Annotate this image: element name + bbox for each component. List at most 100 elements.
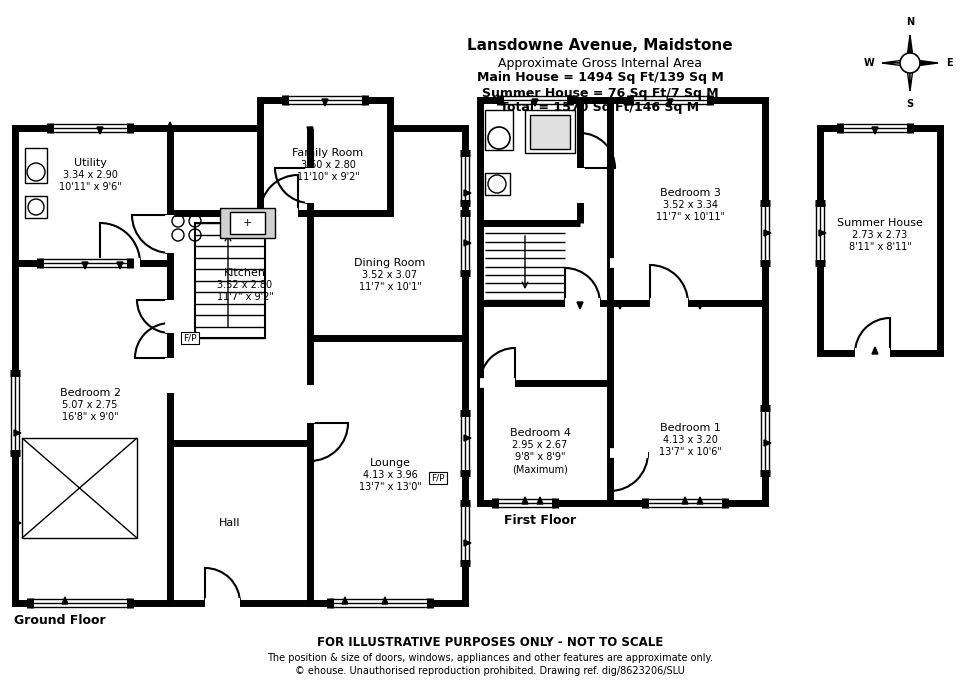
Bar [25,196,47,218]
Text: 11'7" x 10'1": 11'7" x 10'1" [359,282,421,292]
Text: W: W [863,58,874,68]
Text: 5.07 x 2.75: 5.07 x 2.75 [63,400,118,410]
Text: The position & size of doors, windows, appliances and other features are approxi: The position & size of doors, windows, a… [268,653,712,663]
Text: 11'7" x 10'11": 11'7" x 10'11" [656,212,724,222]
Text: Lounge: Lounge [369,458,411,468]
Polygon shape [882,60,910,63]
Text: 16'8" x 9'0": 16'8" x 9'0" [62,412,119,422]
Polygon shape [62,597,68,604]
Polygon shape [910,35,912,63]
Bar [15,263,170,603]
Text: +: + [242,218,252,228]
Polygon shape [910,63,912,91]
Polygon shape [464,540,471,546]
Bar [525,110,575,153]
Text: Bedroom 2: Bedroom 2 [60,388,121,398]
Text: Bedroom 4: Bedroom 4 [510,428,570,438]
Polygon shape [667,99,673,106]
Text: 10'11" x 9'6": 10'11" x 9'6" [59,182,122,192]
Polygon shape [464,190,471,196]
Text: 3.52 x 2.80: 3.52 x 2.80 [218,280,272,290]
Text: First Floor: First Floor [504,514,576,527]
Bar [820,128,940,353]
Text: 3.34 x 2.90: 3.34 x 2.90 [63,170,118,180]
Bar [22,438,137,538]
Polygon shape [82,262,88,269]
Polygon shape [910,63,938,66]
Polygon shape [464,240,471,246]
Text: 13'7" x 10'6": 13'7" x 10'6" [659,447,721,457]
Polygon shape [14,520,21,526]
Text: 3.60 x 2.80: 3.60 x 2.80 [301,160,356,170]
Bar [15,128,170,263]
Text: 9'8" x 8'9": 9'8" x 8'9" [514,452,565,462]
Polygon shape [872,347,878,354]
Text: 2.95 x 2.67: 2.95 x 2.67 [513,440,567,450]
Polygon shape [537,497,543,504]
Bar [170,338,310,603]
Text: Family Room: Family Room [292,148,364,158]
Text: S: S [906,99,913,109]
Bar [485,110,513,150]
Bar [220,208,275,238]
Polygon shape [617,302,623,309]
Text: Utility: Utility [74,158,107,168]
Text: 3.52 x 3.07: 3.52 x 3.07 [363,270,417,280]
Polygon shape [819,230,826,236]
Text: 11'10" x 9'2": 11'10" x 9'2" [297,172,360,182]
Text: N: N [906,17,914,27]
Polygon shape [522,497,528,504]
Text: © ehouse. Unauthorised reproduction prohibited. Drawing ref. dig/8623206/SLU: © ehouse. Unauthorised reproduction proh… [295,666,685,676]
Polygon shape [907,63,910,91]
Polygon shape [382,597,388,604]
Text: Kitchen: Kitchen [224,268,266,278]
Text: 4.13 x 3.20: 4.13 x 3.20 [662,435,717,445]
Bar [310,338,465,603]
Text: 3.52 x 3.34: 3.52 x 3.34 [662,200,717,210]
Text: Bedroom 1: Bedroom 1 [660,423,720,433]
Polygon shape [14,430,21,436]
Text: E: E [946,58,953,68]
Text: 8'11" x 8'11": 8'11" x 8'11" [849,242,911,252]
Polygon shape [464,435,471,441]
Text: 11'7" x 9'2": 11'7" x 9'2" [217,292,273,302]
Polygon shape [882,63,910,66]
Text: Ground Floor: Ground Floor [14,613,106,626]
Polygon shape [697,497,703,504]
Polygon shape [167,122,173,129]
Bar [480,100,765,503]
Bar [260,100,390,213]
Text: 4.13 x 3.96: 4.13 x 3.96 [363,470,417,480]
Text: Bedroom 3: Bedroom 3 [660,188,720,198]
Polygon shape [577,302,583,309]
Bar [530,115,570,149]
Text: F/P: F/P [431,473,445,482]
Bar [485,173,510,195]
Polygon shape [910,60,938,63]
Polygon shape [97,127,103,134]
Polygon shape [764,440,771,446]
Bar [25,148,47,183]
Text: Main House = 1494 Sq Ft/139 Sq M: Main House = 1494 Sq Ft/139 Sq M [476,71,723,85]
Polygon shape [342,597,348,604]
Polygon shape [387,99,393,106]
Polygon shape [764,230,771,236]
Polygon shape [307,127,313,134]
Bar [230,212,265,234]
Text: Approximate Gross Internal Area: Approximate Gross Internal Area [498,57,702,69]
Text: Dining Room: Dining Room [355,258,425,268]
Polygon shape [682,497,688,504]
Bar [170,128,465,443]
Polygon shape [872,127,878,134]
Text: F/P: F/P [183,333,197,342]
Text: Summer House = 76 Sq Ft/7 Sq M: Summer House = 76 Sq Ft/7 Sq M [482,87,718,100]
Text: Hall: Hall [220,518,241,528]
Circle shape [900,53,920,73]
Polygon shape [322,99,328,106]
Polygon shape [117,262,123,269]
Bar [195,223,265,338]
Polygon shape [532,99,538,106]
Polygon shape [697,302,703,309]
Text: Lansdowne Avenue, Maidstone: Lansdowne Avenue, Maidstone [467,37,733,53]
Text: 13'7" x 13'0": 13'7" x 13'0" [359,482,421,492]
